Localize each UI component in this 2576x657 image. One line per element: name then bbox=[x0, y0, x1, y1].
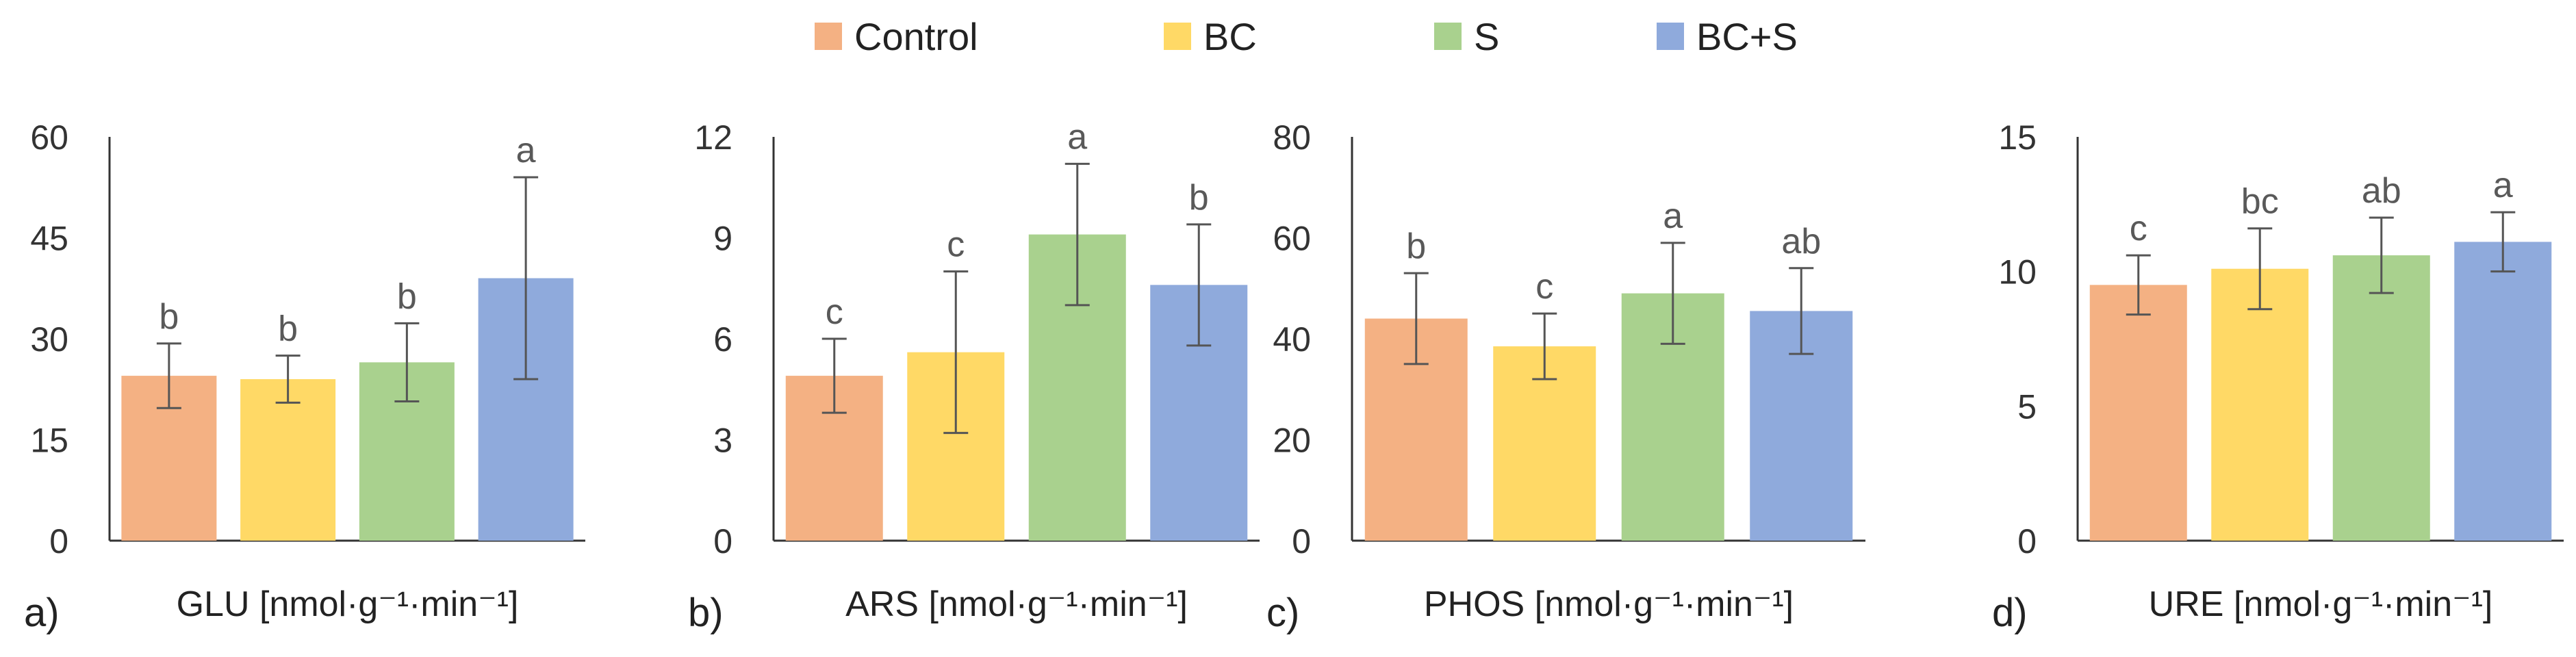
significance-letter: b bbox=[397, 276, 417, 316]
legend-item-bc-s: BC+S bbox=[1657, 12, 1798, 60]
bar-bc-s bbox=[2454, 242, 2552, 541]
y-tick-label: 10 bbox=[1998, 253, 2037, 292]
significance-letter: b bbox=[1406, 227, 1426, 266]
y-tick-label: 6 bbox=[713, 320, 732, 359]
legend-item-bc: BC bbox=[1164, 12, 1257, 60]
legend-label-s: S bbox=[1474, 14, 1500, 58]
bar-s bbox=[2332, 255, 2430, 541]
y-tick-label: 9 bbox=[713, 220, 732, 258]
significance-letter: c bbox=[947, 225, 965, 265]
significance-letter: a bbox=[1067, 117, 1087, 157]
bar-control bbox=[2089, 285, 2187, 541]
panel-label: c) bbox=[1266, 591, 1299, 635]
y-tick-label: 0 bbox=[713, 522, 732, 561]
y-tick-label: 15 bbox=[1998, 118, 2037, 157]
y-tick-label: 5 bbox=[2017, 387, 2037, 426]
legend-swatch-control bbox=[815, 23, 842, 50]
y-tick-label: 0 bbox=[1292, 522, 1311, 561]
x-axis-label: ARS [nmol·g⁻¹·min⁻¹] bbox=[845, 584, 1188, 624]
y-tick-label: 3 bbox=[713, 422, 732, 460]
significance-letter: c bbox=[2130, 209, 2147, 248]
legend-swatch-bc-s bbox=[1657, 23, 1684, 50]
legend-label-bc-s: BC+S bbox=[1696, 14, 1798, 58]
y-tick-label: 0 bbox=[49, 522, 68, 561]
significance-letter: b bbox=[1189, 178, 1209, 218]
legend-item-control: Control bbox=[815, 12, 978, 60]
y-tick-label: 20 bbox=[1273, 422, 1311, 460]
y-tick-label: 45 bbox=[30, 220, 68, 258]
significance-letter: ab bbox=[1781, 222, 1821, 261]
significance-letter: a bbox=[2493, 166, 2513, 205]
y-tick-label: 0 bbox=[2017, 522, 2037, 561]
significance-letter: c bbox=[826, 292, 843, 332]
y-tick-label: 12 bbox=[694, 118, 732, 157]
panel-label: b) bbox=[688, 591, 724, 635]
significance-letter: b bbox=[159, 297, 179, 337]
legend-item-s: S bbox=[1434, 12, 1499, 60]
legend-label-control: Control bbox=[854, 14, 978, 58]
x-axis-label: URE [nmol·g⁻¹·min⁻¹] bbox=[2149, 584, 2493, 624]
significance-letter: bc bbox=[2241, 182, 2279, 222]
significance-letter: a bbox=[1663, 196, 1683, 236]
significance-letter: ab bbox=[2362, 171, 2401, 211]
y-tick-label: 30 bbox=[30, 320, 68, 359]
significance-letter: c bbox=[1535, 267, 1553, 307]
significance-letter: b bbox=[278, 309, 298, 349]
legend-swatch-bc bbox=[1164, 23, 1191, 50]
bar-bc bbox=[240, 379, 336, 541]
y-tick-label: 60 bbox=[1273, 220, 1311, 258]
y-tick-label: 80 bbox=[1273, 118, 1311, 157]
legend-label-bc: BC bbox=[1203, 14, 1257, 58]
significance-letter: a bbox=[516, 131, 536, 170]
panel-label: a) bbox=[24, 591, 60, 635]
y-tick-label: 60 bbox=[30, 118, 68, 157]
x-axis-label: GLU [nmol·g⁻¹·min⁻¹] bbox=[177, 584, 519, 624]
legend-swatch-s bbox=[1434, 23, 1462, 50]
x-axis-label: PHOS [nmol·g⁻¹·min⁻¹] bbox=[1424, 584, 1794, 624]
bar-bc bbox=[2211, 268, 2309, 541]
y-tick-label: 40 bbox=[1273, 320, 1311, 359]
panel-label: d) bbox=[1992, 591, 2028, 635]
y-tick-label: 15 bbox=[30, 422, 68, 460]
